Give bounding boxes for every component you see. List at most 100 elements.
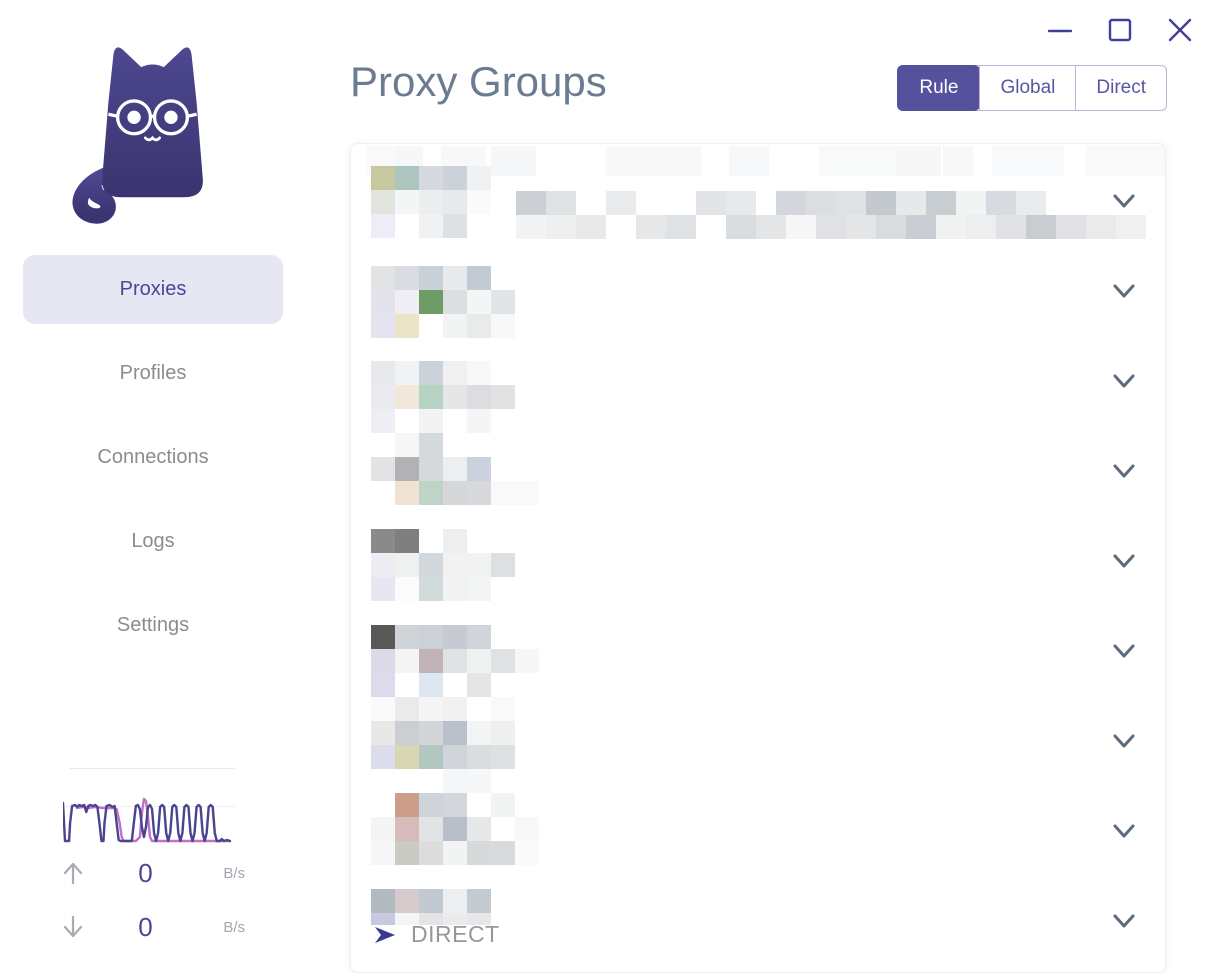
censored-pixel-block <box>443 529 467 553</box>
censored-pixel-block <box>516 215 546 239</box>
censored-pixel-block <box>467 769 491 793</box>
censored-pixel-block <box>395 625 419 649</box>
censored-pixel-block <box>836 191 866 215</box>
censored-pixel-block <box>467 166 491 190</box>
censored-pixel-block <box>443 697 467 721</box>
censored-pixel-block <box>443 889 467 913</box>
censored-pixel-block <box>419 793 443 817</box>
selected-proxy-direct[interactable]: DIRECT <box>373 921 500 948</box>
censored-pixel-block <box>443 190 467 214</box>
censored-pixel-block <box>467 553 491 577</box>
censored-pixel-block <box>371 457 395 481</box>
mode-switch: Rule Global Direct <box>897 65 1167 111</box>
censored-pixel-block <box>371 190 395 214</box>
censored-pixel-block <box>443 625 467 649</box>
censored-pixel-block <box>419 889 443 913</box>
censored-pixel-block <box>395 913 419 925</box>
sidebar-item-proxies[interactable]: Proxies <box>23 255 283 324</box>
censored-pixel-block <box>467 409 491 433</box>
download-speed-unit: B/s <box>223 918 245 936</box>
maximize-icon <box>1108 18 1132 42</box>
sidebar-item-connections[interactable]: Connections <box>97 445 209 468</box>
censored-pixel-block <box>467 314 491 338</box>
censored-pixel-block <box>419 913 443 925</box>
censored-pixel-block <box>395 190 419 214</box>
censored-pixel-block <box>419 361 443 385</box>
censored-pixel-block <box>371 745 395 769</box>
group-6-expand-button[interactable] <box>1113 644 1135 660</box>
censored-pixel-block <box>371 721 395 745</box>
censored-pixel-block <box>1016 191 1046 215</box>
censored-pixel-block <box>419 481 443 505</box>
mode-direct-button[interactable]: Direct <box>1075 66 1166 110</box>
censored-pixel-block <box>806 191 836 215</box>
censored-pixel-block <box>419 673 443 697</box>
censored-pixel-block <box>371 841 395 865</box>
mode-global-button[interactable]: Global <box>979 66 1075 110</box>
censored-pixel-block <box>846 215 876 239</box>
censored-pixel-block <box>395 166 419 190</box>
minimize-button[interactable] <box>1046 16 1074 44</box>
censored-pixel-block <box>395 721 419 745</box>
censored-pixel-block <box>467 889 491 913</box>
censored-pixel-block <box>467 361 491 385</box>
censored-pixel-block <box>729 146 769 176</box>
group-1-expand-button[interactable] <box>1113 194 1135 210</box>
sidebar-item-settings[interactable]: Settings <box>116 613 190 636</box>
censored-pixel-block <box>419 409 443 433</box>
censored-pixel-block <box>443 769 467 793</box>
censored-pixel-block <box>419 433 443 457</box>
sidebar-item-logs[interactable]: Logs <box>131 529 175 552</box>
censored-pixel-block <box>419 266 443 290</box>
censored-pixel-block <box>395 385 419 409</box>
sidebar-divider <box>70 768 235 769</box>
censored-pixel-block <box>943 146 973 176</box>
censored-pixel-block <box>443 913 467 925</box>
chevron-down-icon <box>1113 374 1135 388</box>
censored-pixel-block <box>371 673 395 697</box>
mode-rule-button[interactable]: Rule <box>897 65 981 111</box>
group-5-expand-button[interactable] <box>1113 554 1135 570</box>
censored-pixel-block <box>371 214 395 238</box>
upload-speed-value: 0 <box>138 857 153 888</box>
censored-pixel-block <box>395 433 419 457</box>
maximize-button[interactable] <box>1106 16 1134 44</box>
chevron-down-icon <box>1113 734 1135 748</box>
censored-pixel-block <box>1056 215 1086 239</box>
censored-pixel-block <box>395 577 419 601</box>
group-7-expand-button[interactable] <box>1113 734 1135 750</box>
censored-pixel-block <box>996 215 1026 239</box>
censored-pixel-block <box>395 457 419 481</box>
chevron-down-icon <box>1113 914 1135 928</box>
sidebar-item-profiles[interactable]: Profiles <box>119 361 187 384</box>
censored-pixel-block <box>371 166 395 190</box>
censored-pixel-block <box>395 314 419 338</box>
clash-cat-logo <box>72 47 203 224</box>
censored-pixel-block <box>896 146 941 176</box>
censored-pixel-block <box>395 745 419 769</box>
censored-pixel-block <box>419 290 443 314</box>
censored-pixel-block <box>443 166 467 190</box>
group-4-expand-button[interactable] <box>1113 464 1135 480</box>
censored-pixel-block <box>371 385 395 409</box>
group-2-expand-button[interactable] <box>1113 284 1135 300</box>
chevron-down-icon <box>1113 464 1135 478</box>
censored-pixel-block <box>515 841 539 865</box>
censored-pixel-block <box>371 314 395 338</box>
close-button[interactable] <box>1166 16 1194 44</box>
censored-pixel-block <box>371 290 395 314</box>
censored-pixel-block <box>726 191 756 215</box>
censored-pixel-block <box>491 841 515 865</box>
group-9-expand-button[interactable] <box>1113 914 1135 930</box>
sidebar: Proxies Profiles Connections Logs Settings 0… <box>0 0 305 956</box>
download-arrow-icon <box>63 915 83 938</box>
censored-pixel-block <box>467 745 491 769</box>
censored-pixel-block <box>371 266 395 290</box>
censored-pixel-block <box>443 577 467 601</box>
cat-body <box>102 47 203 198</box>
censored-pixel-block <box>419 649 443 673</box>
group-3-expand-button[interactable] <box>1113 374 1135 390</box>
censored-pixel-block <box>419 214 443 238</box>
group-8-expand-button[interactable] <box>1113 824 1135 840</box>
close-icon <box>1168 18 1192 42</box>
